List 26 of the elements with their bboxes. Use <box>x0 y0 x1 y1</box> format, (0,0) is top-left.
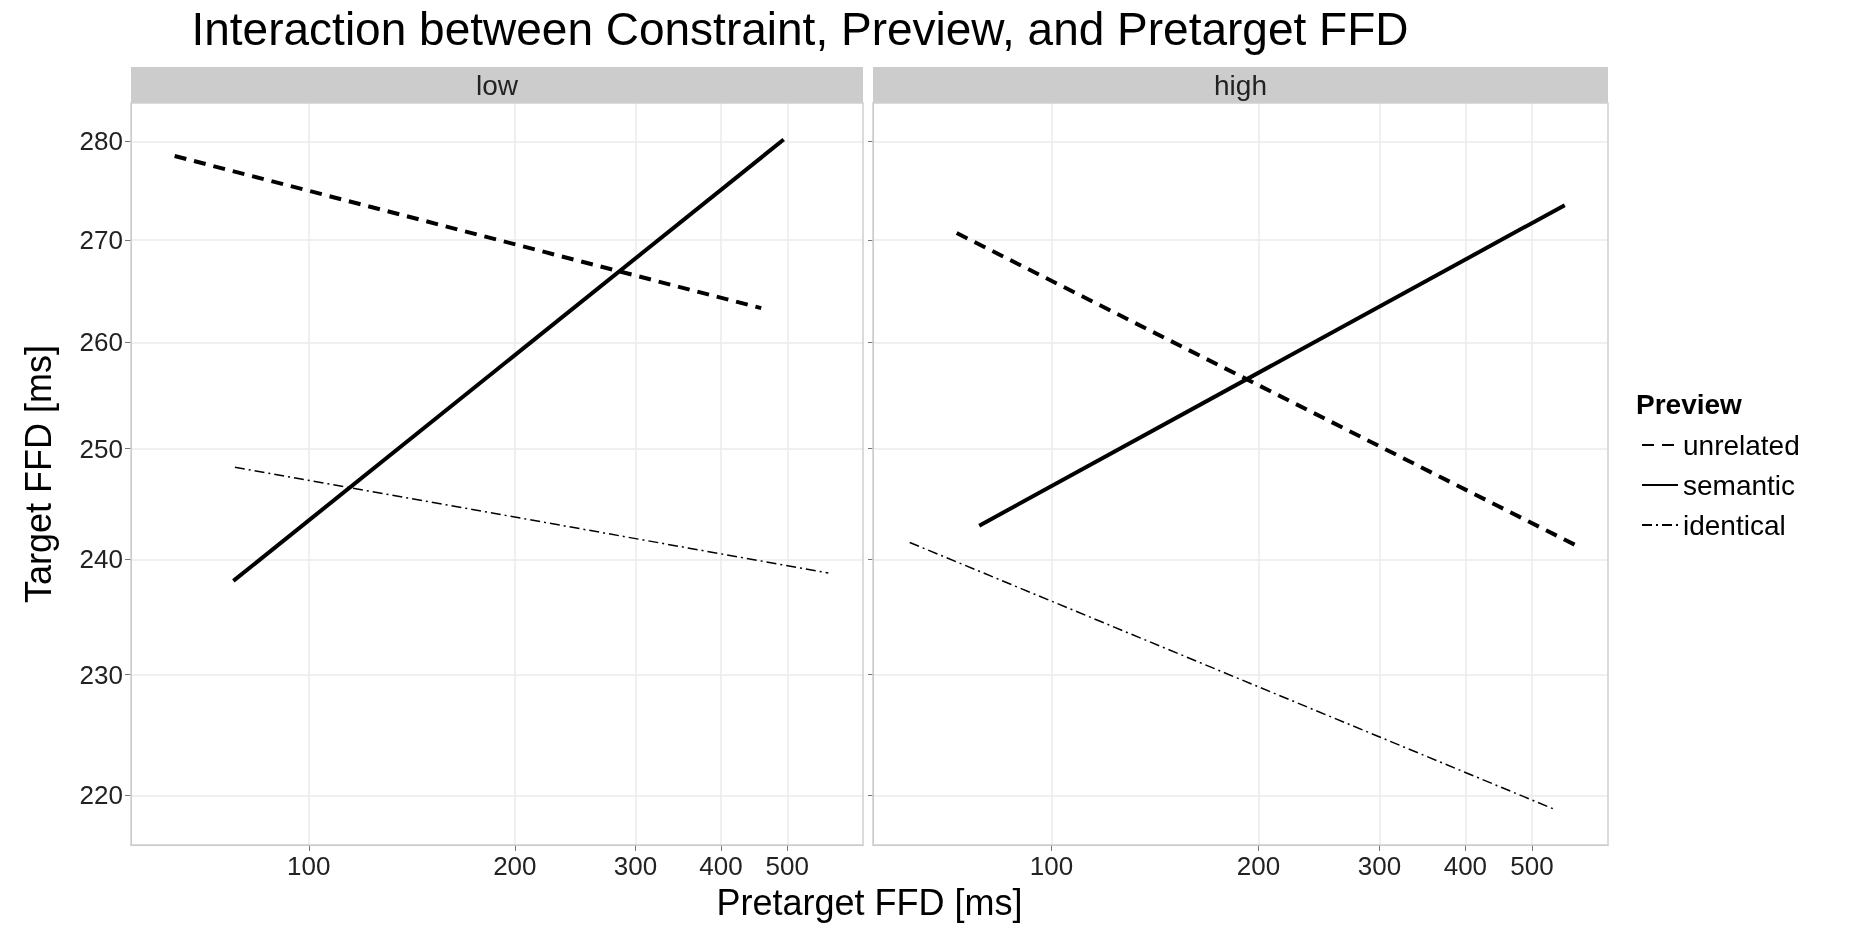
chart-subtitle: low <box>475 69 519 101</box>
legend-title: Preview <box>1636 388 1743 420</box>
x-tick-label: 100 <box>1029 851 1074 881</box>
y-tick-label: 250 <box>79 433 123 464</box>
y-tick-label: 220 <box>79 780 123 811</box>
y-axis-title: Target FFD [ms] <box>17 344 59 604</box>
legend-label: identical <box>1683 509 1786 541</box>
chart-subtitle: high <box>1214 69 1267 101</box>
legend-label: semantic <box>1683 469 1796 501</box>
y-tick-label: 260 <box>79 327 123 358</box>
y-tick-label: 230 <box>79 659 123 690</box>
x-tick-label: 400 <box>699 851 743 881</box>
x-tick-label: 100 <box>287 851 331 881</box>
x-tick-label: 200 <box>1236 851 1281 881</box>
y-tick-label: 240 <box>79 544 123 575</box>
legend-label: unrelated <box>1683 429 1800 461</box>
x-tick-label: 400 <box>1443 851 1488 881</box>
x-tick-label: 500 <box>1510 851 1554 881</box>
y-tick-label: 270 <box>79 225 123 256</box>
x-tick-label: 300 <box>613 851 658 881</box>
y-tick-label: 280 <box>79 126 123 157</box>
x-axis-title: Pretarget FFD [ms] <box>715 882 1024 924</box>
x-tick-label: 200 <box>493 851 537 881</box>
x-tick-label: 300 <box>1357 851 1402 881</box>
chart-title: Interaction between Constraint, Preview, and Pretarget FFD <box>190 2 1410 56</box>
x-tick-label: 500 <box>765 851 809 881</box>
